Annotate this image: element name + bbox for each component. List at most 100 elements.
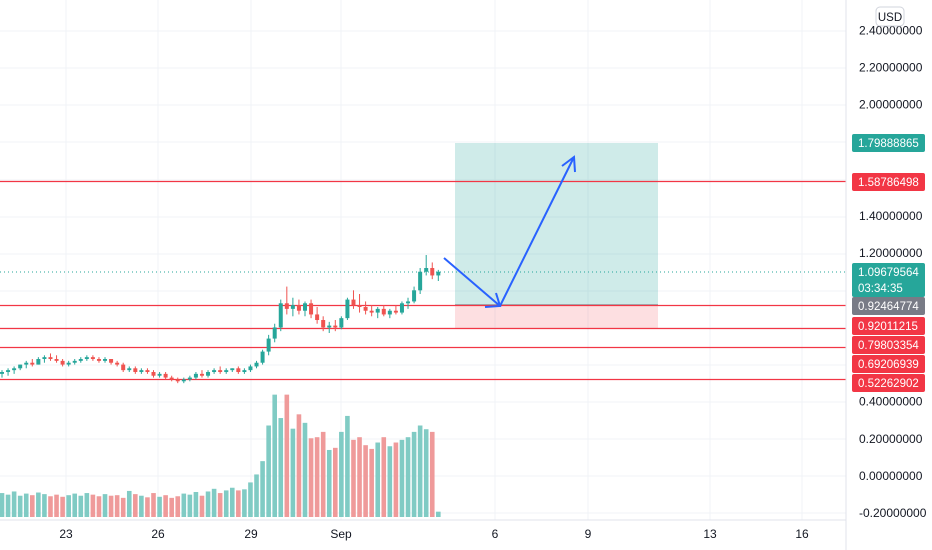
volume-bar [60, 496, 65, 517]
candle-body [84, 357, 89, 360]
volume-bar [211, 488, 217, 517]
position-tool[interactable] [455, 143, 658, 329]
stop-zone [455, 305, 658, 329]
volume-bar [102, 494, 108, 517]
volume-bar [381, 437, 387, 517]
volume-bar [326, 449, 332, 517]
volume-bar [260, 461, 265, 517]
volume-bar [393, 442, 399, 517]
price-tag [852, 297, 925, 315]
volume-bar [314, 437, 320, 517]
volume-bar [72, 493, 78, 517]
projection-arrow[interactable] [443, 155, 576, 308]
candle-body [333, 325, 338, 328]
price-tag [852, 355, 925, 373]
candle-body [418, 271, 423, 291]
volume-bar [205, 491, 211, 517]
candle-body [133, 368, 138, 373]
volume-bar [187, 494, 193, 517]
candle-body [430, 268, 435, 276]
candle-body [163, 373, 168, 378]
candle-body [175, 379, 180, 382]
candle-body [206, 372, 211, 376]
volume-bar [0, 493, 5, 517]
candle-body [127, 368, 132, 371]
candle-body [218, 370, 223, 373]
volume-bar [339, 431, 344, 517]
volume-bar [181, 493, 187, 517]
candle-body [109, 359, 114, 363]
price-tag [852, 134, 925, 152]
time-scale-labels[interactable]: 23 26 29 Sep 6 9 13 16 [59, 527, 809, 541]
candle-body [290, 305, 295, 309]
candle-body [424, 268, 429, 272]
volume-bar [272, 394, 277, 517]
volume-bar [96, 496, 102, 517]
candle-body [351, 299, 356, 306]
price-scale-tick: 2.40000000 [859, 23, 923, 37]
time-scale-tick: 16 [795, 527, 809, 541]
price-tag-label: 1.58786498 [858, 177, 919, 189]
candle-body [248, 366, 253, 371]
volume-bar [436, 511, 441, 517]
candle-body [42, 357, 47, 360]
candle-body [18, 364, 23, 369]
candle-body [30, 362, 35, 365]
volume-bar [399, 439, 405, 517]
volume-bar [284, 394, 290, 517]
last-price-tag [852, 263, 925, 297]
candle-body [169, 377, 174, 380]
volume-bar [42, 494, 47, 517]
volume-bar [157, 496, 162, 517]
volume-bars [0, 394, 441, 517]
volume-bar [369, 448, 374, 517]
price-scale-tick: 1.20000000 [859, 246, 923, 260]
candle-body [157, 373, 162, 376]
candle-body [96, 359, 101, 361]
price-scale-tick: -0.20000000 [859, 506, 927, 520]
volume-bar [308, 438, 314, 517]
volume-bar [357, 437, 362, 517]
candle-body [72, 360, 77, 363]
time-scale-tick: 26 [151, 527, 165, 541]
candle-body [103, 359, 108, 361]
time-scale-tick: Sep [330, 527, 352, 541]
candle-body [236, 368, 241, 373]
candle-body [363, 307, 368, 311]
candle-body [339, 318, 344, 328]
price-tag [852, 374, 925, 392]
arrow-head-down [484, 292, 502, 308]
volume-bar [108, 495, 114, 517]
volume-bar [423, 429, 429, 517]
price-scale-tick: 2.00000000 [859, 98, 923, 112]
volume-bar [302, 422, 308, 517]
volume-bar [66, 495, 71, 517]
candle-body [242, 370, 247, 373]
candle-body [369, 310, 374, 313]
price-tag-label: 0.52262902 [858, 378, 919, 390]
price-tag-label: 0.79803354 [858, 340, 919, 352]
candle-body [309, 303, 314, 315]
volume-bar [90, 494, 96, 517]
price-tag-label: 0.69206939 [858, 359, 919, 371]
price-scale-tick: 0.00000000 [859, 469, 923, 483]
candle-body [303, 303, 307, 311]
candle-body [254, 362, 259, 367]
currency-label: USD [878, 12, 902, 24]
candle-body [436, 271, 441, 276]
candle-body [230, 368, 235, 371]
volume-bar [17, 495, 23, 517]
volume-bar [429, 431, 435, 517]
volume-bar [5, 494, 11, 517]
candle-body [412, 290, 417, 302]
candle-body [36, 359, 41, 365]
volume-bar [248, 482, 253, 517]
candle-body [139, 370, 144, 373]
price-tag [852, 336, 925, 354]
price-scale-labels[interactable]: 2.40000000 2.20000000 2.00000000 1.40000000… [859, 23, 927, 520]
candle-body [12, 368, 17, 371]
currency-badge[interactable]: USD [875, 6, 905, 27]
volume-bar [405, 437, 411, 517]
price-scale-tick: 0.20000000 [859, 432, 923, 446]
